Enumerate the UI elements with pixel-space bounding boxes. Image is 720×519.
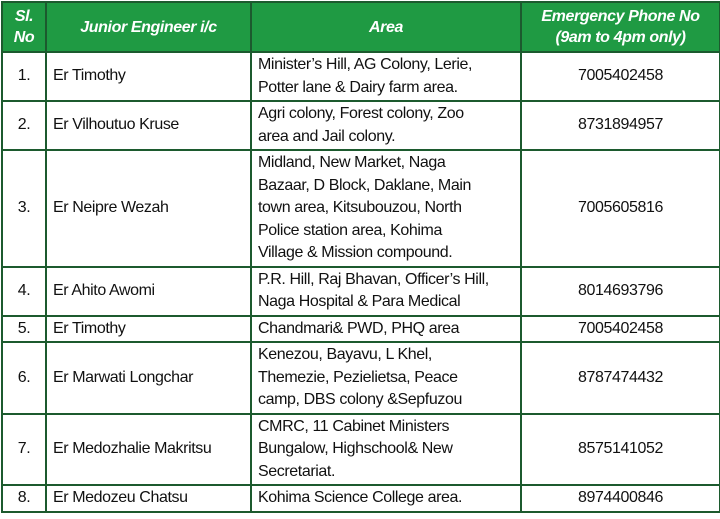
phone-cell: 7005605816 bbox=[520, 149, 720, 268]
text-line: Minister’s Hill, AG Colony, Lerie, bbox=[258, 56, 473, 73]
text-line: Area bbox=[369, 18, 403, 36]
serial-cell: 7. bbox=[1, 412, 47, 486]
text-line: Chandmari& PWD, PHQ area bbox=[258, 319, 460, 337]
serial-cell: 2. bbox=[1, 100, 47, 151]
text-line: 6. bbox=[17, 368, 31, 386]
text-line: 5. bbox=[17, 319, 31, 337]
engineer-cell: Er Timothy bbox=[45, 51, 252, 102]
phone-cell: 7005402458 bbox=[520, 51, 720, 102]
text-line: Potter lane & Dairy farm area. bbox=[258, 78, 458, 96]
engineer-cell: Er Timothy bbox=[45, 314, 252, 343]
engineer-cell: Er Ahito Awomi bbox=[45, 265, 252, 317]
header-cell: Sl. No bbox=[1, 1, 47, 53]
text-line: 8787474432 bbox=[578, 368, 663, 386]
table-row: 3. Er Neipre Wezah Midland, New Market, Na… bbox=[1, 149, 720, 268]
area-cell: CMRC, 11 Cabinet Ministers Bungalow, High… bbox=[250, 412, 522, 486]
area-cell: Midland, New Market, Naga Bazaar, D Block… bbox=[250, 149, 522, 268]
text-line: Er Marwati Longchar bbox=[53, 368, 194, 386]
serial-cell: 5. bbox=[1, 314, 47, 343]
header-cell: Emergency Phone No (9am to 4pm only) bbox=[520, 1, 720, 53]
text-line: Emergency Phone No bbox=[541, 8, 700, 25]
text-line: Sl. bbox=[14, 8, 34, 25]
text-line: Kohima Science College area. bbox=[258, 489, 463, 506]
table-row: 2. Er Vilhoutuo Kruse Agri colony, Forest … bbox=[1, 100, 720, 151]
table-row: 4. Er Ahito Awomi P.R. Hill, Raj Bhavan, O… bbox=[1, 265, 720, 317]
engineer-cell: Er Medozeu Chatsu bbox=[45, 484, 252, 513]
text-line: 2. bbox=[17, 116, 31, 134]
text-line: CMRC, 11 Cabinet Ministers bbox=[258, 417, 450, 435]
text-line: 7005605816 bbox=[578, 199, 663, 216]
text-line: 8731894957 bbox=[578, 116, 663, 134]
serial-cell: 6. bbox=[1, 341, 47, 415]
text-line: 7005402458 bbox=[578, 67, 663, 85]
text-line: Agri colony, Forest colony, Zoo bbox=[258, 105, 464, 122]
phone-cell: 8787474432 bbox=[520, 341, 720, 415]
text-line: Naga Hospital & Para Medical bbox=[258, 293, 461, 310]
text-line: P.R. Hill, Raj Bhavan, Officer’s Hill, bbox=[258, 270, 489, 288]
header-cell: Area bbox=[250, 1, 522, 53]
text-line: 1. bbox=[17, 67, 31, 85]
text-line: town area, Kitsubouzou, North bbox=[258, 199, 462, 216]
engineer-cell: Er Vilhoutuo Kruse bbox=[45, 100, 252, 151]
text-line: Midland, New Market, Naga bbox=[258, 154, 446, 171]
text-line: Village & Mission compound. bbox=[258, 244, 453, 261]
area-cell: Kohima Science College area. bbox=[250, 484, 522, 513]
table-body: 1. Er Timothy Minister’s Hill, AG Colony, … bbox=[1, 51, 720, 513]
serial-cell: 1. bbox=[1, 51, 47, 102]
text-line: Bazaar, D Block, Daklane, Main bbox=[258, 176, 471, 194]
text-line: No bbox=[13, 29, 35, 46]
text-line: Er Timothy bbox=[53, 67, 126, 85]
table-row: 5. Er Timothy Chandmari& PWD, PHQ area 7005… bbox=[1, 314, 720, 343]
area-cell: Agri colony, Forest colony, Zoo area and … bbox=[250, 100, 522, 151]
engineer-cell: Er Medozhalie Makritsu bbox=[45, 412, 252, 486]
area-cell: Minister’s Hill, AG Colony, Lerie, Potter… bbox=[250, 51, 522, 102]
text-line: camp, DBS colony &Sepfuzou bbox=[258, 391, 462, 408]
text-line: Er Neipre Wezah bbox=[53, 199, 169, 216]
text-line: Kenezou, Bayavu, L Khel, bbox=[258, 346, 432, 363]
text-line: 7005402458 bbox=[578, 319, 663, 337]
text-line: Er Medozeu Chatsu bbox=[53, 489, 188, 506]
serial-cell: 4. bbox=[1, 265, 47, 317]
text-line: Themezie, Pezielietsa, Peace bbox=[258, 368, 458, 386]
text-line: 4. bbox=[17, 281, 31, 299]
text-line: Secretariat. bbox=[258, 462, 336, 480]
phone-cell: 8014693796 bbox=[520, 265, 720, 317]
text-line: Er Ahito Awomi bbox=[53, 281, 155, 299]
phone-cell: 7005402458 bbox=[520, 314, 720, 343]
table-row: 8. Er Medozeu Chatsu Kohima Science Colleg… bbox=[1, 484, 720, 513]
text-line: 3. bbox=[17, 199, 31, 216]
table-header: Sl. No Junior Engineer i/c Area Emergency Ph… bbox=[1, 1, 720, 53]
serial-cell: 8. bbox=[1, 484, 47, 513]
text-line: Junior Engineer i/c bbox=[80, 18, 217, 36]
phone-cell: 8731894957 bbox=[520, 100, 720, 151]
table-row: 6. Er Marwati Longchar Kenezou, Bayavu, L … bbox=[1, 341, 720, 415]
text-line: Er Vilhoutuo Kruse bbox=[53, 116, 179, 134]
text-line: Police station area, Kohima bbox=[258, 221, 442, 239]
area-cell: Chandmari& PWD, PHQ area bbox=[250, 314, 522, 343]
table-row: 7. Er Medozhalie Makritsu CMRC, 11 Cabinet… bbox=[1, 412, 720, 486]
text-line: 8974400846 bbox=[578, 489, 663, 506]
phone-cell: 8575141052 bbox=[520, 412, 720, 486]
phone-cell: 8974400846 bbox=[520, 484, 720, 513]
text-line: Er Medozhalie Makritsu bbox=[53, 440, 212, 457]
text-line: Er Timothy bbox=[53, 319, 126, 337]
header-row: Sl. No Junior Engineer i/c Area Emergency Ph… bbox=[1, 1, 720, 53]
table-row: 1. Er Timothy Minister’s Hill, AG Colony, … bbox=[1, 51, 720, 102]
text-line: 8575141052 bbox=[578, 440, 663, 457]
text-line: (9am to 4pm only) bbox=[555, 29, 686, 46]
text-line: Bungalow, Highschool& New bbox=[258, 440, 453, 457]
engineer-cell: Er Marwati Longchar bbox=[45, 341, 252, 415]
text-line: 8. bbox=[17, 489, 31, 506]
text-line: 7. bbox=[17, 440, 31, 457]
area-cell: P.R. Hill, Raj Bhavan, Officer’s Hill, Na… bbox=[250, 265, 522, 317]
area-cell: Kenezou, Bayavu, L Khel, Themezie, Peziel… bbox=[250, 341, 522, 415]
text-line: 8014693796 bbox=[578, 281, 663, 299]
engineer-cell: Er Neipre Wezah bbox=[45, 149, 252, 268]
header-cell: Junior Engineer i/c bbox=[45, 1, 252, 53]
serial-cell: 3. bbox=[1, 149, 47, 268]
text-line: area and Jail colony. bbox=[258, 127, 396, 145]
